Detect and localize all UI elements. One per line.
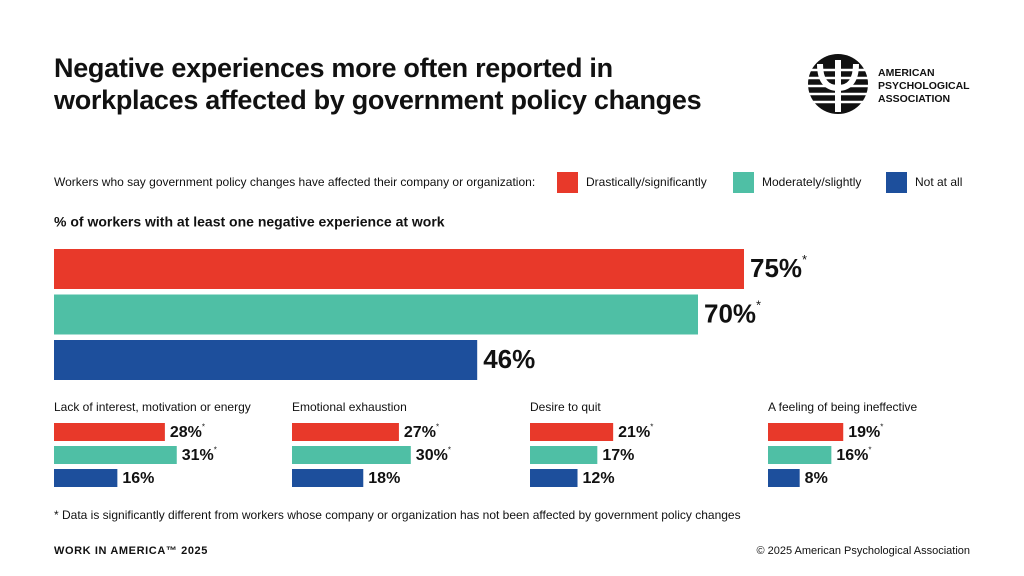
legend-swatch (733, 172, 754, 193)
legend-title: Workers who say government policy change… (54, 175, 535, 189)
bar (54, 294, 698, 335)
bar (768, 423, 844, 441)
legend-swatch (886, 172, 907, 193)
chart-subtitle: % of workers with at least one negative … (54, 214, 445, 230)
bar (54, 446, 177, 464)
value-label: 18% (368, 470, 400, 487)
panel-title: Desire to quit (530, 400, 601, 414)
bar (54, 469, 118, 487)
logo-text: ASSOCIATION (878, 93, 950, 105)
logo-mark (808, 54, 868, 114)
value-label: 46% (483, 344, 535, 374)
value-label: 16%* (836, 446, 871, 465)
panel-title: A feeling of being ineffective (768, 400, 918, 414)
bar (54, 340, 478, 380)
legend-label: Not at all (915, 175, 962, 189)
bar (54, 249, 744, 289)
legend-label: Moderately/slightly (762, 175, 861, 189)
bar (54, 423, 165, 441)
value-label: 31%* (182, 446, 217, 465)
legend-label: Drastically/significantly (586, 175, 707, 189)
panel-title: Lack of interest, motivation or energy (54, 400, 251, 414)
bar (292, 469, 364, 487)
bar (530, 423, 614, 441)
page-title: Negative experiences more often reported… (54, 53, 702, 115)
value-label: 30%* (416, 446, 451, 465)
value-label: 19%* (848, 423, 883, 442)
bar (768, 446, 832, 464)
bar (292, 446, 411, 464)
bar (292, 423, 399, 441)
value-label: 16% (122, 470, 154, 487)
footer-right: © 2025 American Psychological Associatio… (756, 545, 970, 557)
value-label: 12% (583, 470, 615, 487)
value-label: 17% (602, 447, 634, 464)
value-label: 75%* (750, 252, 807, 283)
value-label: 27%* (404, 423, 439, 442)
bar (768, 469, 800, 487)
logo-text: AMERICAN (878, 67, 935, 79)
bar (530, 469, 578, 487)
value-label: 28%* (170, 423, 205, 442)
footnote: * Data is significantly different from w… (54, 508, 741, 522)
legend-swatch (557, 172, 578, 193)
bar (530, 446, 598, 464)
footer-left: WORK IN AMERICA™ 2025 (54, 545, 208, 557)
value-label: 21%* (618, 423, 653, 442)
logo-text: PSYCHOLOGICAL (878, 80, 970, 92)
value-label: 8% (805, 470, 828, 487)
value-label: 70%* (704, 298, 761, 329)
panel-title: Emotional exhaustion (292, 400, 407, 414)
